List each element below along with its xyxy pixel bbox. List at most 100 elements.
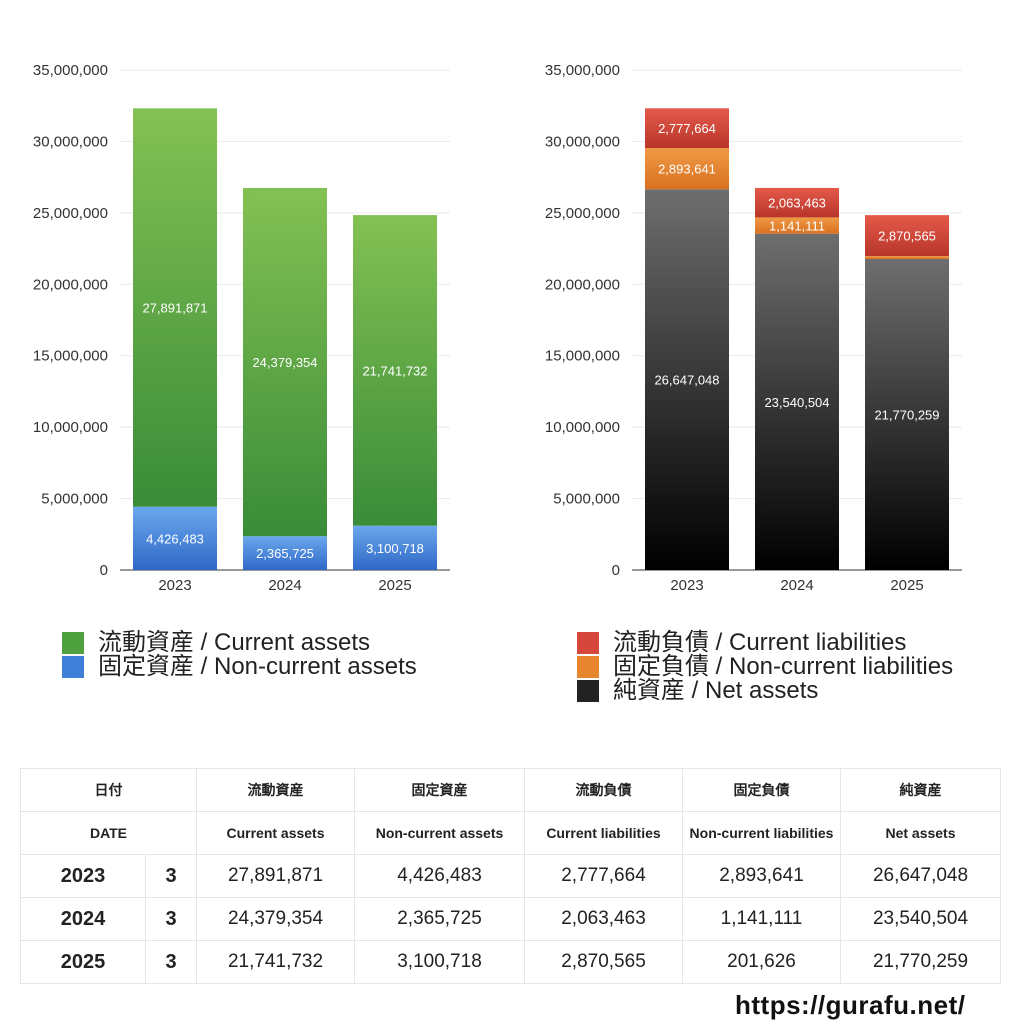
data-label-current-assets-2024: 24,379,354 (252, 355, 317, 370)
cell-current-liabilities: 2,777,664 (524, 854, 683, 898)
cell-net-assets: 21,770,259 (840, 940, 1001, 984)
cell-net-assets: 23,540,504 (840, 897, 1001, 941)
legend-label-non-current-assets: 固定資産 / Non-current assets (98, 653, 417, 680)
bar-current-liabilities-2024 (755, 187, 839, 218)
data-label-non-current-liabilities-2023: 2,893,641 (658, 162, 716, 177)
legend-swatch-current-assets (62, 632, 84, 654)
x-tick-label: 2023 (158, 577, 191, 594)
liabilities-net-assets-stacked-bar-chart: 0 5,000,000 10,000,000 15,000,000 20,000,000… (545, 62, 962, 594)
y-tick-label: 35,000,000 (33, 62, 108, 79)
bar-net-assets-2025 (865, 258, 949, 570)
bar-non-current-assets-2024 (243, 536, 327, 570)
legend-swatch-net-assets (577, 680, 599, 702)
data-label-non-current-liabilities-2024: 1,141,111 (769, 219, 825, 234)
liabilities-legend: 流動負債 / Current liabilities 固定負債 / Non-cu… (577, 631, 953, 703)
cell-current-liabilities: 2,870,565 (524, 940, 683, 984)
bar-net-assets-2024 (755, 233, 839, 570)
data-label-current-assets-2023: 27,891,871 (142, 301, 207, 316)
y-tick-label: 25,000,000 (33, 205, 108, 222)
legend-item-net-assets: 純資産 / Net assets (577, 679, 953, 703)
legend-swatch-current-liabilities (577, 632, 599, 654)
x-tick-label: 2025 (890, 577, 923, 594)
row-month: 3 (145, 897, 197, 941)
header-non-current-liabilities-en: Non-current liabilities (682, 811, 841, 855)
header-net-assets-en: Net assets (840, 811, 1001, 855)
row-month: 3 (145, 940, 197, 984)
table-row: 2024 3 24,379,354 2,365,725 2,063,463 1,… (20, 897, 1001, 941)
bar-current-liabilities-2025 (865, 215, 949, 257)
y-tick-label: 0 (100, 562, 108, 579)
financial-data-table: 日付 流動資産 固定資産 流動負債 固定負債 純資産 DATE Current … (20, 768, 1001, 984)
x-tick-label: 2024 (780, 577, 813, 594)
row-year: 2023 (20, 854, 146, 898)
table-header-row-en: DATE Current assets Non-current assets C… (20, 811, 1001, 855)
data-label-net-assets-2023: 26,647,048 (654, 373, 719, 388)
bar-non-current-liabilities-2023 (645, 147, 729, 190)
data-label-non-current-assets-2023: 4,426,483 (146, 531, 204, 546)
legend-swatch-non-current-liabilities (577, 656, 599, 678)
cell-current-assets: 27,891,871 (196, 854, 355, 898)
y-tick-label: 10,000,000 (33, 419, 108, 436)
y-tick-label: 30,000,000 (545, 133, 620, 150)
bar-non-current-liabilities-2024 (755, 217, 839, 234)
data-label-net-assets-2024: 23,540,504 (764, 395, 829, 410)
legend-label-non-current-liabilities: 固定負債 / Non-current liabilities (613, 653, 954, 680)
cell-non-current-assets: 3,100,718 (354, 940, 525, 984)
legend-label-net-assets: 純資産 / Net assets (613, 677, 819, 704)
cell-non-current-assets: 2,365,725 (354, 897, 525, 941)
assets-stacked-bar-chart: 0 5,000,000 10,000,000 15,000,000 20,000,000… (33, 62, 450, 594)
data-label-non-current-assets-2024: 2,365,725 (256, 546, 314, 561)
y-tick-label: 35,000,000 (545, 62, 620, 79)
bar-current-liabilities-2023 (645, 108, 729, 148)
y-tick-label: 25,000,000 (545, 205, 620, 222)
assets-legend: 流動資産 / Current assets 固定資産 / Non-current… (62, 631, 417, 679)
header-non-current-liabilities-jp: 固定負債 (682, 768, 841, 812)
header-date-jp: 日付 (20, 768, 197, 812)
header-net-assets-jp: 純資産 (840, 768, 1001, 812)
cell-current-liabilities: 2,063,463 (524, 897, 683, 941)
y-tick-label: 30,000,000 (33, 133, 108, 150)
y-tick-label: 20,000,000 (33, 276, 108, 293)
row-year: 2024 (20, 897, 146, 941)
cell-non-current-assets: 4,426,483 (354, 854, 525, 898)
legend-label-current-liabilities: 流動負債 / Current liabilities (613, 629, 907, 656)
legend-label-current-assets: 流動資産 / Current assets (98, 629, 371, 656)
table-row: 2025 3 21,741,732 3,100,718 2,870,565 20… (20, 940, 1001, 984)
cell-non-current-liabilities: 2,893,641 (682, 854, 841, 898)
y-tick-label: 0 (612, 562, 620, 579)
cell-current-assets: 21,741,732 (196, 940, 355, 984)
bar-non-current-liabilities-2025 (865, 256, 949, 259)
cell-non-current-liabilities: 1,141,111 (682, 897, 841, 941)
bar-current-assets-2024 (243, 187, 327, 537)
data-label-net-assets-2025: 21,770,259 (874, 407, 939, 422)
bar-net-assets-2023 (645, 189, 729, 570)
cell-net-assets: 26,647,048 (840, 854, 1001, 898)
header-current-liabilities-jp: 流動負債 (524, 768, 683, 812)
data-label-current-liabilities-2023: 2,777,664 (658, 121, 716, 136)
header-current-liabilities-en: Current liabilities (524, 811, 683, 855)
y-tick-label: 10,000,000 (545, 419, 620, 436)
y-tick-label: 15,000,000 (33, 348, 108, 365)
bar-non-current-assets-2025 (353, 525, 437, 570)
legend-item-non-current-liabilities: 固定負債 / Non-current liabilities (577, 655, 953, 679)
site-url[interactable]: https://gurafu.net/ (735, 990, 966, 1020)
y-tick-label: 5,000,000 (41, 491, 108, 508)
y-tick-label: 20,000,000 (545, 276, 620, 293)
data-label-non-current-assets-2025: 3,100,718 (366, 541, 424, 556)
cell-current-assets: 24,379,354 (196, 897, 355, 941)
data-label-current-liabilities-2025: 2,870,565 (878, 229, 936, 244)
legend-item-current-liabilities: 流動負債 / Current liabilities (577, 631, 953, 655)
x-tick-label: 2023 (670, 577, 703, 594)
cell-non-current-liabilities: 201,626 (682, 940, 841, 984)
header-non-current-assets-en: Non-current assets (354, 811, 525, 855)
legend-item-current-assets: 流動資産 / Current assets (62, 631, 417, 655)
y-tick-label: 15,000,000 (545, 348, 620, 365)
legend-item-non-current-assets: 固定資産 / Non-current assets (62, 655, 417, 679)
header-non-current-assets-jp: 固定資産 (354, 768, 525, 812)
bar-non-current-assets-2023 (133, 506, 217, 570)
legend-swatch-non-current-assets (62, 656, 84, 678)
x-tick-label: 2024 (268, 577, 301, 594)
bar-current-assets-2023 (133, 108, 217, 507)
header-date-en: DATE (20, 811, 197, 855)
header-current-assets-jp: 流動資産 (196, 768, 355, 812)
